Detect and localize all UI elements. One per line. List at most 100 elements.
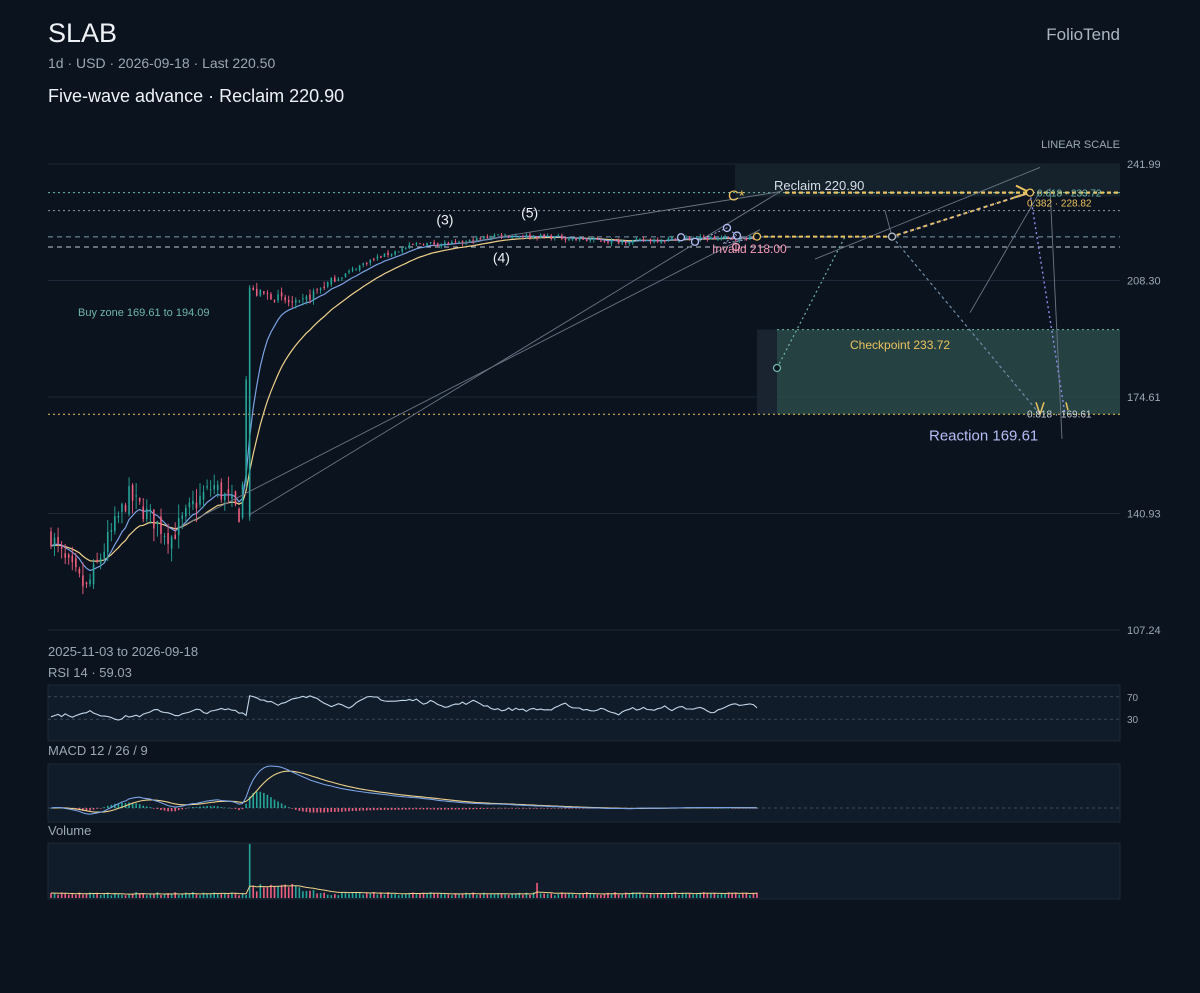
pivot-marker[interactable] (690, 237, 700, 246)
candle-body (75, 558, 77, 568)
candle (291, 295, 294, 308)
volume-bar (532, 892, 535, 898)
candle-body (415, 243, 418, 245)
macd-histogram-bar (436, 808, 439, 810)
candle (287, 295, 290, 307)
macd-histogram-bar (316, 808, 318, 813)
rsi-line (50, 695, 758, 721)
pivot-marker[interactable] (1025, 188, 1035, 197)
candle-body (231, 495, 233, 499)
pivot-marker[interactable] (732, 231, 742, 240)
candle (209, 480, 212, 497)
macd-histogram-bar (85, 808, 88, 811)
candle (550, 234, 553, 241)
candle (713, 235, 716, 240)
volume-bar (302, 891, 304, 898)
volume-bar (124, 895, 127, 898)
brand-name: FolioTend (1046, 25, 1120, 44)
price-tick-label: 208.30 (1127, 276, 1161, 288)
volume-bar (525, 892, 528, 898)
candle-body (188, 502, 191, 508)
volume-bar (685, 893, 687, 898)
volume-bar (373, 892, 375, 898)
candle-body (124, 505, 127, 512)
macd-histogram-bar (426, 808, 428, 810)
macd-histogram-bar (443, 808, 446, 810)
macd-histogram-bar (202, 806, 205, 808)
volume-bar (752, 893, 755, 898)
volume-bar (334, 894, 336, 898)
volume-bar (188, 893, 191, 898)
candle (408, 241, 411, 250)
scale-mode-toggle[interactable]: LINEAR SCALE (1041, 139, 1120, 151)
candle (500, 232, 503, 240)
volume-bar (131, 893, 134, 898)
candle (224, 492, 226, 511)
volume-bar (213, 892, 215, 898)
candle (724, 234, 726, 240)
volume-bar (742, 892, 744, 898)
pivot-marker[interactable] (752, 232, 762, 241)
pivot-marker[interactable] (772, 363, 782, 373)
candle (53, 532, 56, 557)
volume-bar (103, 893, 106, 898)
macd-histogram-bar (153, 808, 155, 809)
candle-body (451, 241, 453, 244)
volume-bar (216, 893, 219, 898)
volume-bar (110, 895, 113, 898)
candle (628, 241, 631, 246)
volume-bar (490, 893, 492, 898)
candle-body (149, 509, 152, 512)
price-tick-label: 241.99 (1127, 159, 1161, 171)
volume-bar (454, 893, 457, 898)
macd-histogram-bar (287, 807, 290, 808)
volume-bar (713, 892, 716, 898)
candle-body (603, 241, 606, 243)
candle-body (479, 238, 482, 240)
volume-bar (96, 892, 98, 898)
volume-bar (443, 894, 446, 898)
candle-body (412, 244, 414, 246)
candle-body (273, 300, 276, 302)
candle-body (475, 238, 478, 242)
pivot-marker[interactable] (731, 242, 741, 252)
macd-histogram-bar (149, 807, 152, 808)
candle (596, 236, 599, 240)
candle-body (525, 234, 528, 238)
candle-body (390, 253, 393, 256)
candle-body (92, 564, 95, 585)
macd-histogram-bar (334, 808, 336, 812)
macd-histogram-bar (731, 808, 733, 809)
macd-histogram-bar (561, 808, 563, 809)
candle-body (85, 582, 88, 585)
ticker-symbol: SLAB (48, 18, 118, 48)
wave-sub-path (699, 227, 746, 244)
candle-body (266, 293, 269, 295)
candle-body (663, 240, 666, 242)
pivot-marker[interactable] (887, 232, 897, 241)
candle-body (635, 238, 638, 240)
candle-body (557, 235, 560, 237)
candle-body (500, 234, 503, 237)
volume-bar (720, 893, 723, 898)
candle (177, 504, 180, 549)
volume-bar (553, 895, 556, 898)
macd-histogram-bar (294, 808, 297, 810)
volume-bar (731, 893, 733, 898)
volume-bar (404, 893, 407, 898)
candle (216, 480, 219, 498)
volume-bar (663, 894, 666, 898)
volume-bar (458, 894, 460, 898)
candle-body (671, 237, 673, 239)
pivot-marker[interactable] (676, 233, 686, 242)
candle (75, 552, 77, 572)
candle-body (195, 502, 198, 509)
volume-bar (429, 892, 432, 898)
macd-histogram-bar (713, 807, 716, 809)
candle-body (468, 239, 471, 243)
candle (309, 289, 311, 304)
volume-bar (163, 894, 166, 898)
candle (270, 292, 272, 300)
candle-body (135, 495, 137, 497)
